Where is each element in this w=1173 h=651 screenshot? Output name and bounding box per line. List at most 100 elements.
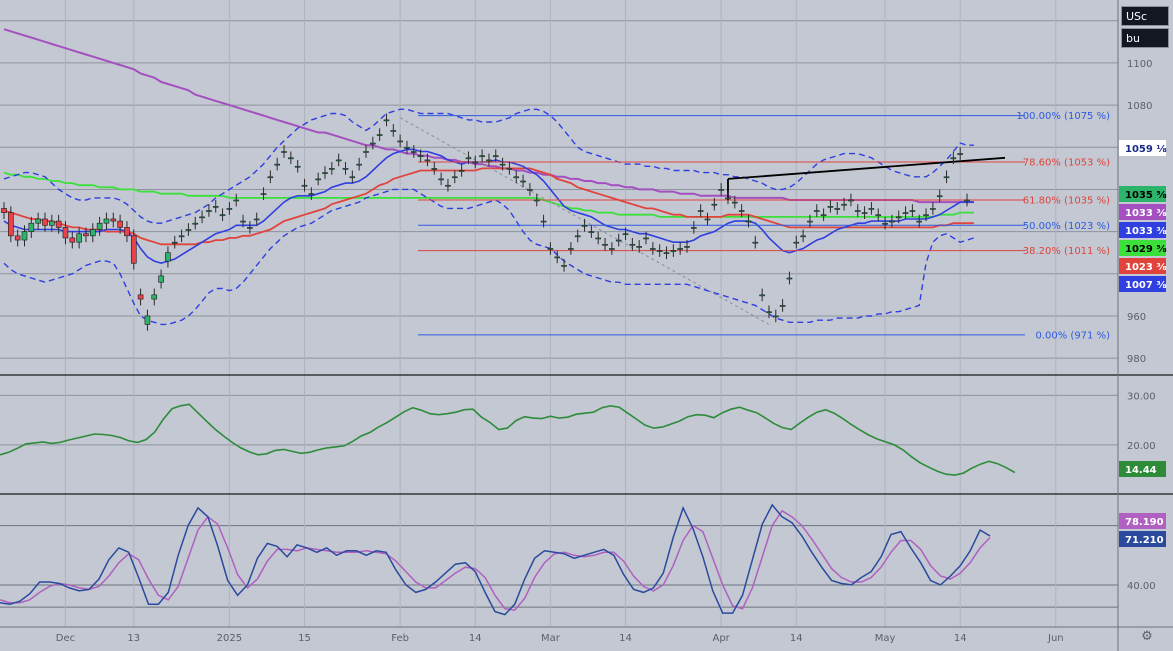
x-tick-label: Jun bbox=[1047, 633, 1064, 644]
stoch-k-badge bbox=[1119, 531, 1166, 547]
stoch-d-line bbox=[0, 509, 991, 611]
measure-unit-label: bu bbox=[1126, 32, 1140, 45]
candle-body bbox=[144, 315, 151, 325]
candle-body bbox=[827, 206, 834, 208]
bollinger-upper-band bbox=[3, 108, 974, 224]
candle-body bbox=[417, 155, 424, 158]
candle-body bbox=[895, 216, 902, 219]
price-badge-text: 1059 ⅛ bbox=[1125, 144, 1167, 155]
candle-body bbox=[301, 184, 308, 187]
price-tick-label: 960 bbox=[1127, 312, 1146, 323]
stoch-tick-label: 40.00 bbox=[1127, 581, 1156, 592]
candle-body bbox=[916, 220, 923, 223]
settings-icon[interactable]: ⚙ bbox=[1141, 629, 1153, 644]
fib-level-label: 50.00% (1023 %) bbox=[1023, 221, 1110, 232]
candle-body bbox=[342, 168, 349, 170]
currency-unit-selector[interactable]: USc bbox=[1121, 6, 1169, 26]
candle-body bbox=[83, 233, 89, 237]
price-badge bbox=[1119, 240, 1166, 256]
candle-body bbox=[533, 199, 540, 202]
candle-body bbox=[834, 208, 841, 210]
candle-body bbox=[431, 168, 438, 170]
bollinger-lower-band bbox=[3, 188, 975, 326]
candle-body bbox=[219, 214, 226, 217]
trendline bbox=[727, 156, 1006, 180]
candle-body bbox=[260, 193, 267, 195]
candle-body bbox=[199, 216, 205, 219]
candle-body bbox=[588, 231, 595, 233]
candle-body bbox=[329, 168, 335, 170]
x-tick-label: 14 bbox=[790, 633, 803, 644]
adx-pane[interactable] bbox=[0, 403, 1016, 476]
candle-body bbox=[14, 235, 21, 241]
price-tick-label: 980 bbox=[1127, 354, 1146, 365]
adx-tick-label: 20.00 bbox=[1127, 441, 1156, 452]
candle-body bbox=[520, 180, 526, 183]
candle-body bbox=[684, 246, 690, 248]
candle-body bbox=[356, 163, 362, 166]
x-tick-label: Mar bbox=[541, 633, 561, 644]
candle-body bbox=[581, 224, 588, 227]
price-badges: 1059 ⅛ 1035 ⅝ 1033 ⅜ 1033 ⅜ 1029 ⅝ 1023 ⅜ 1007… bbox=[1119, 140, 1167, 547]
candle-body bbox=[124, 227, 130, 237]
candle-body bbox=[923, 214, 929, 217]
candle-body bbox=[192, 222, 199, 225]
candle-body bbox=[240, 220, 246, 223]
candle-body bbox=[513, 176, 520, 179]
price-badge bbox=[1119, 140, 1166, 156]
candle-body bbox=[130, 235, 137, 264]
candle-body bbox=[69, 237, 76, 243]
candle-body bbox=[21, 231, 28, 241]
x-tick-label: Apr bbox=[712, 633, 730, 644]
candle-body bbox=[718, 189, 724, 191]
sma-long-line bbox=[3, 171, 974, 218]
candle-body bbox=[602, 243, 608, 246]
candle-body bbox=[643, 237, 649, 240]
candle-body bbox=[752, 241, 759, 244]
candle-body bbox=[725, 197, 731, 200]
measure-unit-selector[interactable]: bu bbox=[1121, 28, 1169, 48]
candle-body bbox=[561, 265, 567, 267]
candle-body bbox=[253, 218, 260, 221]
candle-body bbox=[206, 210, 212, 212]
candle-body bbox=[89, 229, 96, 237]
price-pane[interactable]: 100.00% (1075 %) 78.60% (1053 %) 61.80% (1… bbox=[1, 0, 1111, 341]
candle-body bbox=[568, 248, 574, 250]
candle-body bbox=[820, 214, 827, 217]
price-badge bbox=[1119, 186, 1166, 202]
candle-body bbox=[609, 248, 615, 250]
x-tick-label: Feb bbox=[391, 633, 409, 644]
price-badge-text: 1035 ⅝ bbox=[1125, 190, 1167, 201]
candle-body bbox=[950, 157, 957, 160]
candle-body bbox=[42, 218, 48, 226]
candle-body bbox=[96, 222, 103, 230]
candle-body bbox=[274, 163, 281, 166]
x-tick-label: 13 bbox=[127, 633, 140, 644]
candle-body bbox=[930, 208, 936, 210]
candle-body bbox=[35, 218, 41, 224]
candle-body bbox=[629, 243, 636, 246]
price-badge bbox=[1119, 258, 1166, 274]
price-badge bbox=[1119, 276, 1166, 292]
candle-body bbox=[779, 305, 786, 307]
candle-body bbox=[711, 203, 718, 206]
candle-body bbox=[854, 210, 861, 212]
candle-body bbox=[1, 208, 7, 213]
candle-body bbox=[540, 220, 547, 223]
candle-body bbox=[492, 155, 499, 158]
candle-body bbox=[233, 199, 240, 202]
x-tick-label: 14 bbox=[619, 633, 632, 644]
price-badge-text: 1033 ⅜ bbox=[1125, 208, 1167, 219]
stochastic-pane[interactable] bbox=[0, 503, 991, 616]
currency-unit-label: USc bbox=[1126, 10, 1148, 23]
candle-body bbox=[335, 159, 342, 162]
candle-body bbox=[527, 189, 533, 191]
candle-body bbox=[137, 294, 144, 300]
adx-badge-text: 14.44 bbox=[1125, 465, 1157, 476]
candle-body bbox=[322, 172, 328, 174]
candle-body bbox=[438, 178, 444, 181]
candle-body bbox=[8, 212, 14, 237]
